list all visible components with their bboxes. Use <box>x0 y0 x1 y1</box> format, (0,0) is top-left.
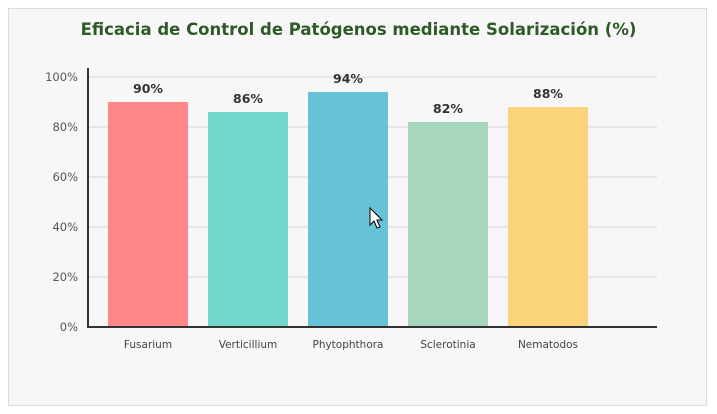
y-tick-label: 20% <box>52 270 78 284</box>
data-label: 94% <box>333 71 363 86</box>
x-tick-label: Phytophthora <box>312 339 383 351</box>
x-tick-label: Verticillium <box>219 339 278 351</box>
y-tick-label: 100% <box>45 70 78 84</box>
bar-nematodos <box>508 107 588 327</box>
y-tick-label: 0% <box>60 320 78 334</box>
data-label: 86% <box>233 91 263 106</box>
bar-sclerotinia <box>408 122 488 327</box>
bar-fusarium <box>108 102 188 327</box>
x-tick-label: Nematodos <box>518 339 578 351</box>
y-tick-label: 40% <box>52 220 78 234</box>
chart-title: Eficacia de Control de Patógenos mediant… <box>80 20 637 39</box>
bar-verticillium <box>208 112 288 327</box>
mouse-cursor-icon <box>369 206 384 229</box>
y-tick-label: 60% <box>52 170 78 184</box>
x-tick-label: Sclerotinia <box>420 339 475 351</box>
y-tick-label: 80% <box>52 120 78 134</box>
data-label: 90% <box>133 81 163 96</box>
bar-phytophthora <box>308 92 388 327</box>
data-label: 82% <box>433 101 463 116</box>
x-tick-label: Fusarium <box>124 339 172 351</box>
data-label: 88% <box>533 86 563 101</box>
